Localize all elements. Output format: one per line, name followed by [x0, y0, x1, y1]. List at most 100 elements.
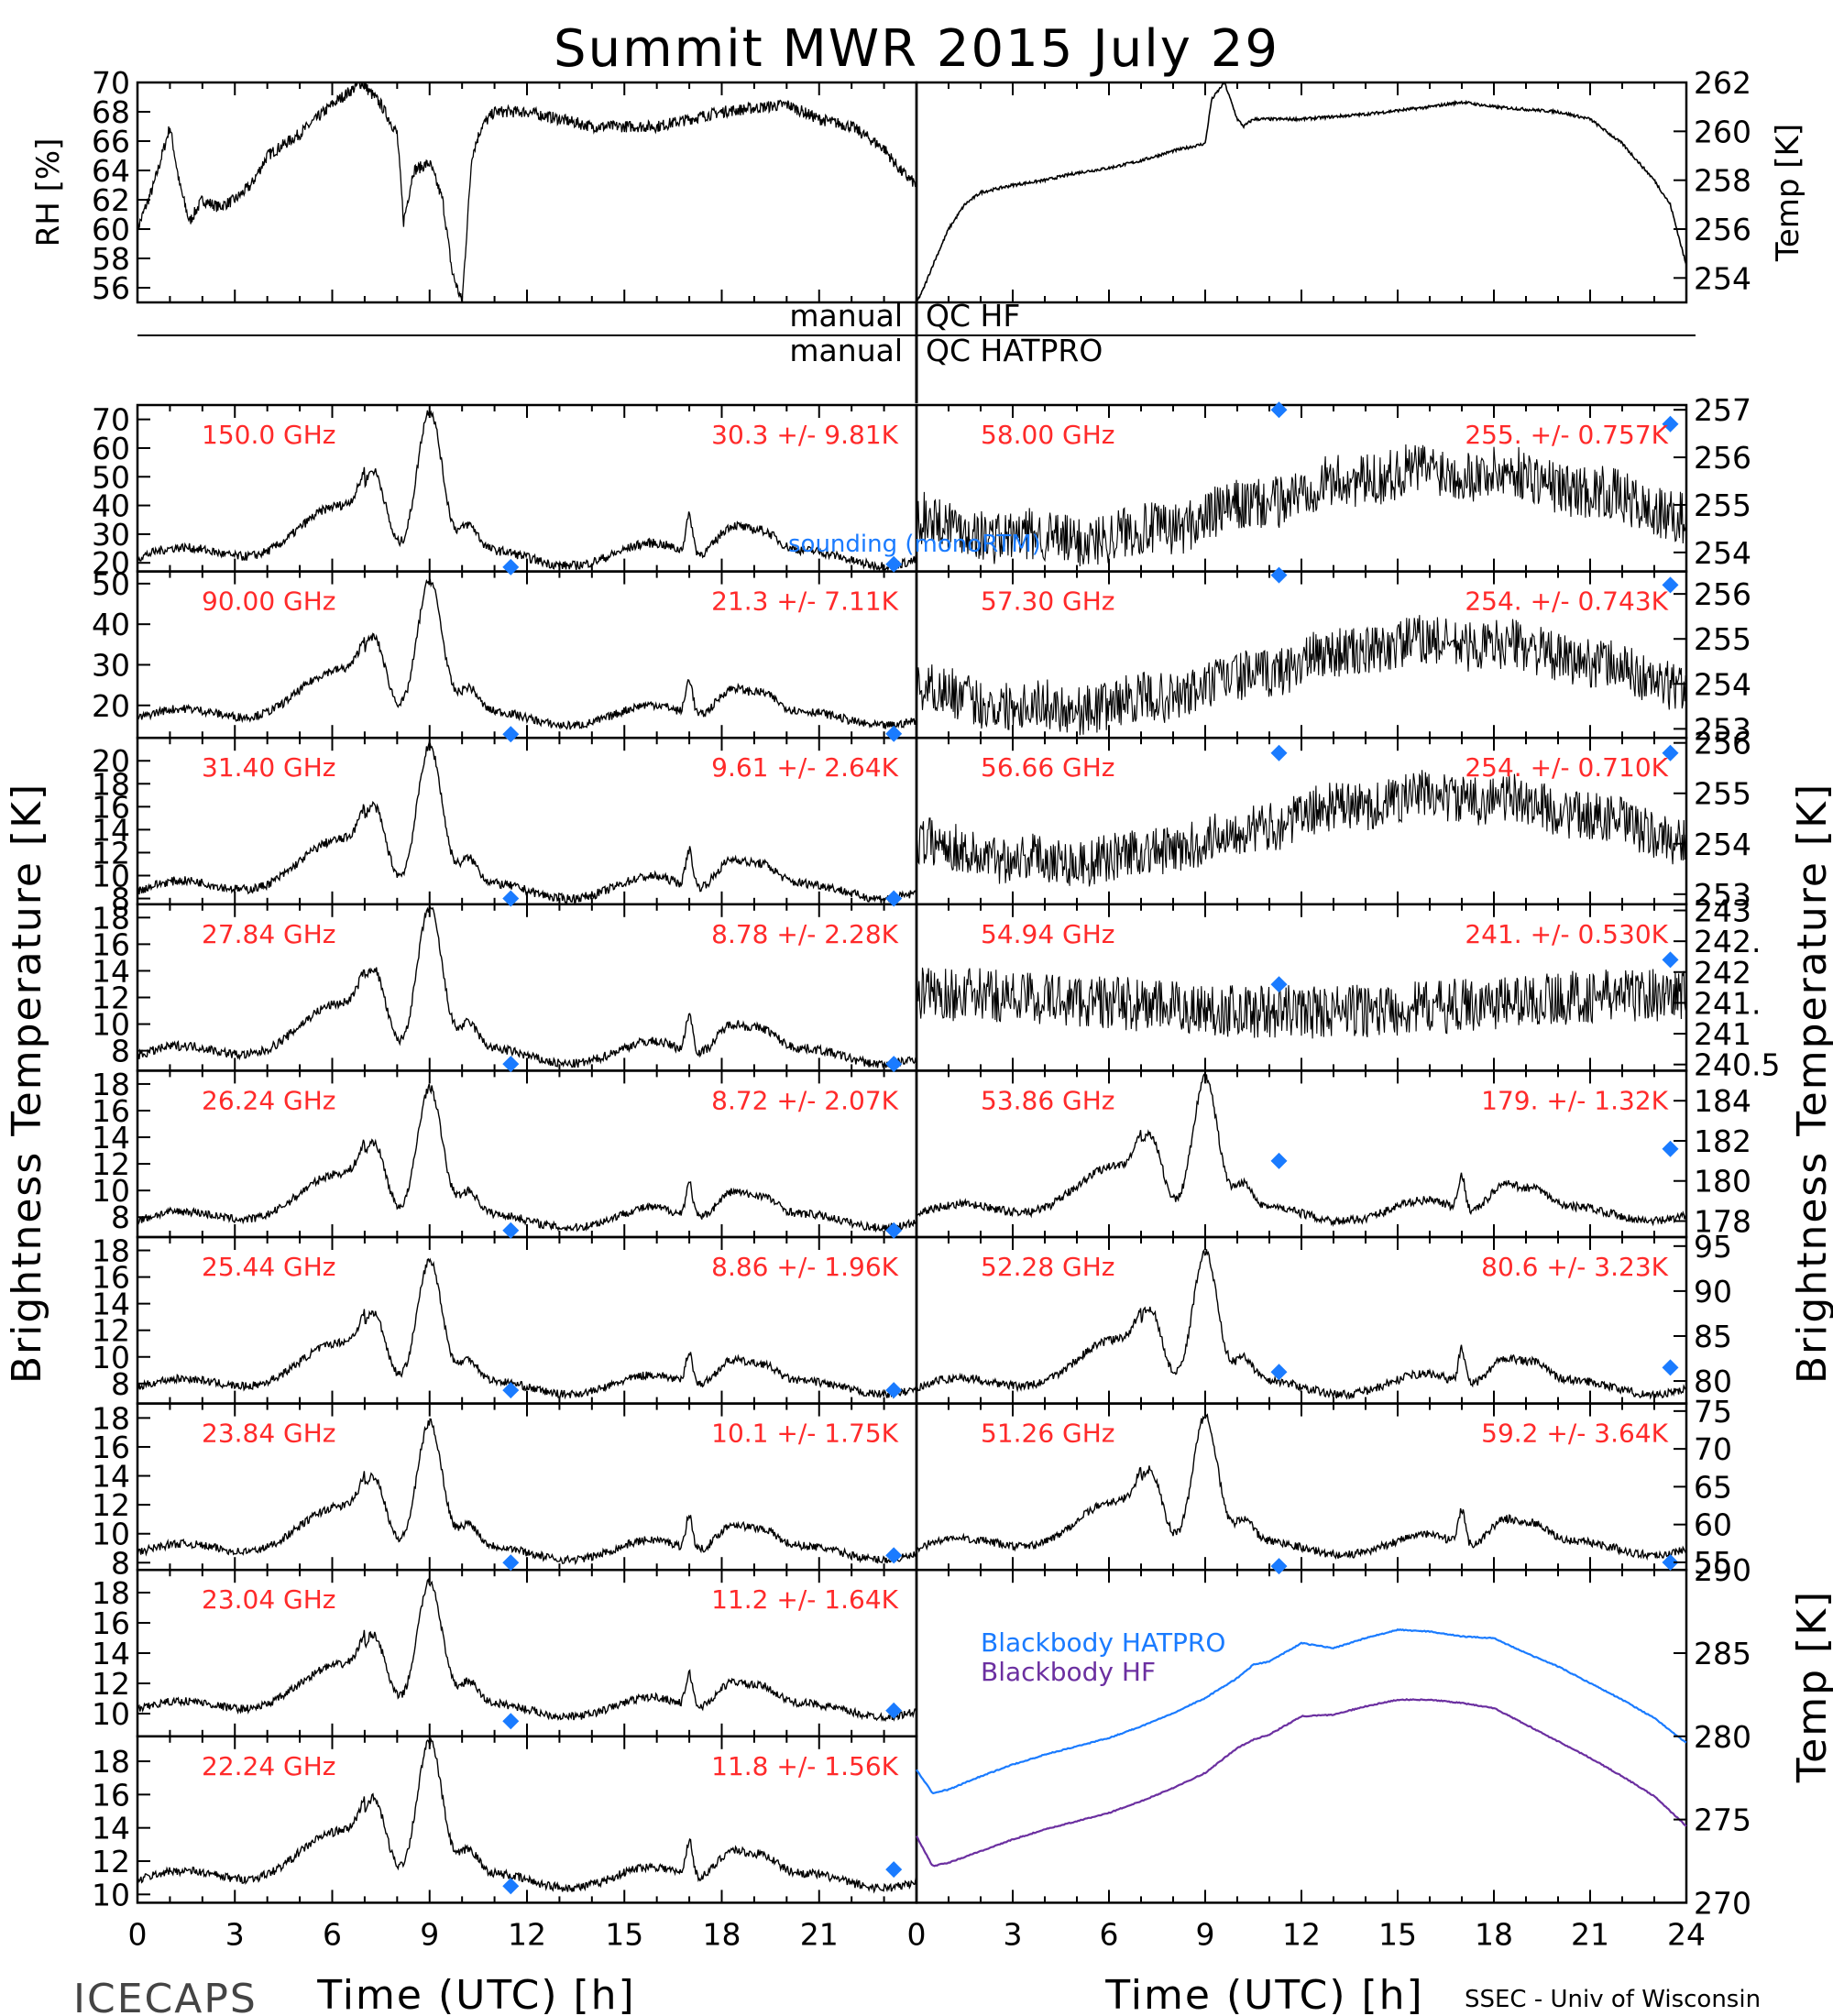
right-panel-3-series	[916, 967, 1687, 1039]
rh-ticklabel-6: 68	[92, 94, 130, 130]
qc-hatpro-manual: manual	[789, 333, 903, 368]
right-panel-3-sounding-0	[1270, 976, 1288, 993]
bb-series-0	[916, 1627, 1687, 1795]
left-panel-7-ticklabel-0: 10	[92, 1696, 130, 1732]
temp-line	[916, 82, 1687, 302]
right-panel-3-ticklabel-2: 241.	[1694, 985, 1761, 1021]
right-panel-5-ticklabel-1: 85	[1694, 1319, 1732, 1354]
left-panel-3-sounding-1	[885, 1056, 903, 1073]
left-panel-6-ticklabel-0: 8	[111, 1545, 130, 1581]
left-panel-0-sounding-0	[502, 558, 520, 575]
left-xticklabel-5: 15	[605, 1916, 643, 1952]
left-panel-6-ticklabel-2: 12	[92, 1487, 130, 1523]
right-panel-0-sounding-0	[1270, 401, 1288, 419]
left-panel-6-stats: 10.1 +/- 1.75K	[711, 1419, 898, 1449]
left-panel-6-freq: 23.84 GHz	[202, 1419, 336, 1449]
left-panel-7-ticklabel-2: 14	[92, 1636, 130, 1671]
right-xticklabel-7: 21	[1571, 1916, 1609, 1952]
left-panel-0-ticklabel-1: 30	[92, 517, 130, 553]
left-panel-8-ticklabel-2: 14	[92, 1811, 130, 1846]
left-panel-5-ticklabel-1: 10	[92, 1340, 130, 1375]
qc-hatpro-label: QC HATPRO	[926, 333, 1103, 368]
left-panel-1-stats: 21.3 +/- 7.11K	[711, 586, 898, 617]
left-panel-3-freq: 27.84 GHz	[202, 919, 336, 949]
left-xticklabel-1: 3	[225, 1916, 245, 1952]
right-panel-6-ticklabel-2: 65	[1694, 1469, 1732, 1505]
left-panel-6-ticklabel-1: 10	[92, 1517, 130, 1552]
right-panel-0-ticklabel-3: 257	[1694, 392, 1751, 428]
left-panel-8-series	[137, 1737, 917, 1894]
right-panel-3-ticklabel-3: 242	[1694, 955, 1751, 991]
left-panel-6-ticklabel-4: 16	[92, 1430, 130, 1465]
footer-icecaps: ICECAPS	[73, 1976, 258, 2016]
right-panel-4-ticklabel-3: 184	[1694, 1083, 1751, 1119]
left-panel-5-sounding-0	[502, 1382, 520, 1399]
left-panel-4-ticklabel-4: 16	[92, 1093, 130, 1129]
right-panel-0-series	[916, 444, 1687, 567]
left-panel-3-sounding-0	[502, 1056, 520, 1073]
tick-layer	[137, 82, 1687, 1904]
temp-ticklabel-4: 262	[1694, 65, 1751, 101]
left-panel-5-ticklabel-0: 8	[111, 1366, 130, 1402]
rh-ticklabel-0: 56	[92, 270, 130, 306]
left-panel-6-sounding-1	[885, 1547, 903, 1564]
right-xticklabel-8: 24	[1667, 1916, 1706, 1952]
bb-hatpro-legend: Blackbody HATPRO	[981, 1627, 1225, 1658]
right-xticklabel-1: 3	[1004, 1916, 1023, 1952]
right-panel-1-stats: 254. +/- 0.743K	[1465, 586, 1668, 617]
right-xticklabel-0: 0	[907, 1916, 927, 1952]
qc-hf-manual: manual	[789, 298, 903, 334]
right-panel-3-ticklabel-0: 240.5	[1694, 1047, 1780, 1083]
right-xticklabel-5: 15	[1378, 1916, 1417, 1952]
left-panel-3-ticklabel-2: 12	[92, 980, 130, 1015]
left-panel-4-ticklabel-2: 12	[92, 1146, 130, 1182]
bb-ticklabel-1: 275	[1694, 1802, 1751, 1838]
left-panel-2-ticklabel-3: 14	[92, 812, 130, 848]
left-panel-7-ticklabel-3: 16	[92, 1605, 130, 1641]
right-panel-6-freq: 51.26 GHz	[981, 1419, 1115, 1449]
left-panel-7-freq: 23.04 GHz	[202, 1584, 336, 1615]
left-panel-3-series	[137, 905, 917, 1068]
series-layer	[137, 82, 1687, 1895]
bb-hf-legend: Blackbody HF	[981, 1657, 1156, 1687]
left-panel-2-ticklabel-0: 8	[111, 882, 130, 917]
right-panel-2-ticklabel-0: 253	[1694, 877, 1751, 913]
left-panel-5-stats: 8.86 +/- 1.96K	[711, 1252, 898, 1282]
left-panel-2-ticklabel-5: 18	[92, 766, 130, 802]
left-panel-0-stats: 30.3 +/- 9.81K	[711, 420, 898, 450]
right-panel-1-series	[916, 615, 1687, 736]
bb-ticklabel-3: 285	[1694, 1636, 1751, 1671]
right-panel-1-freq: 57.30 GHz	[981, 586, 1115, 617]
left-panel-1-ticklabel-0: 20	[92, 688, 130, 724]
bb-ticklabel-0: 270	[1694, 1885, 1751, 1921]
left-panel-0-ticklabel-0: 20	[92, 545, 130, 581]
right-panel-6-sounding-1	[1662, 1553, 1679, 1571]
left-panel-1-series	[137, 578, 917, 730]
left-panel-4-series	[137, 1083, 917, 1233]
left-panel-4-stats: 8.72 +/- 2.07K	[711, 1085, 898, 1115]
left-xticklabel-0: 0	[128, 1916, 148, 1952]
right-panel-3-freq: 54.94 GHz	[981, 919, 1115, 949]
right-xticklabel-3: 9	[1196, 1916, 1215, 1952]
left-panel-4-freq: 26.24 GHz	[202, 1085, 336, 1115]
rh-ticklabel-3: 62	[92, 182, 130, 218]
right-panel-5-freq: 52.28 GHz	[981, 1252, 1115, 1282]
right-panel-4-freq: 53.86 GHz	[981, 1085, 1115, 1115]
right-panel-1-ticklabel-0: 253	[1694, 711, 1751, 747]
left-panel-1-freq: 90.00 GHz	[202, 586, 336, 617]
left-panel-5-ticklabel-5: 18	[92, 1233, 130, 1269]
left-panel-1-sounding-1	[885, 725, 903, 742]
left-xticklabel-2: 6	[323, 1916, 342, 1952]
left-panel-1-ticklabel-2: 40	[92, 607, 130, 642]
right-panel-4-ticklabel-1: 180	[1694, 1164, 1751, 1200]
left-panel-7-ticklabel-1: 12	[92, 1666, 130, 1702]
left-panel-5-series	[137, 1257, 917, 1400]
right-panel-1-ticklabel-3: 256	[1694, 576, 1751, 612]
left-panel-0-sounding-1	[885, 555, 903, 573]
left-panel-6-ticklabel-3: 14	[92, 1459, 130, 1495]
rh-ticklabel-1: 58	[92, 241, 130, 277]
left-panel-5-freq: 25.44 GHz	[202, 1252, 336, 1282]
right-panel-4-sounding-0	[1270, 1152, 1288, 1169]
left-panel-6-series	[137, 1418, 917, 1566]
right-panel-5-series	[916, 1249, 1687, 1400]
